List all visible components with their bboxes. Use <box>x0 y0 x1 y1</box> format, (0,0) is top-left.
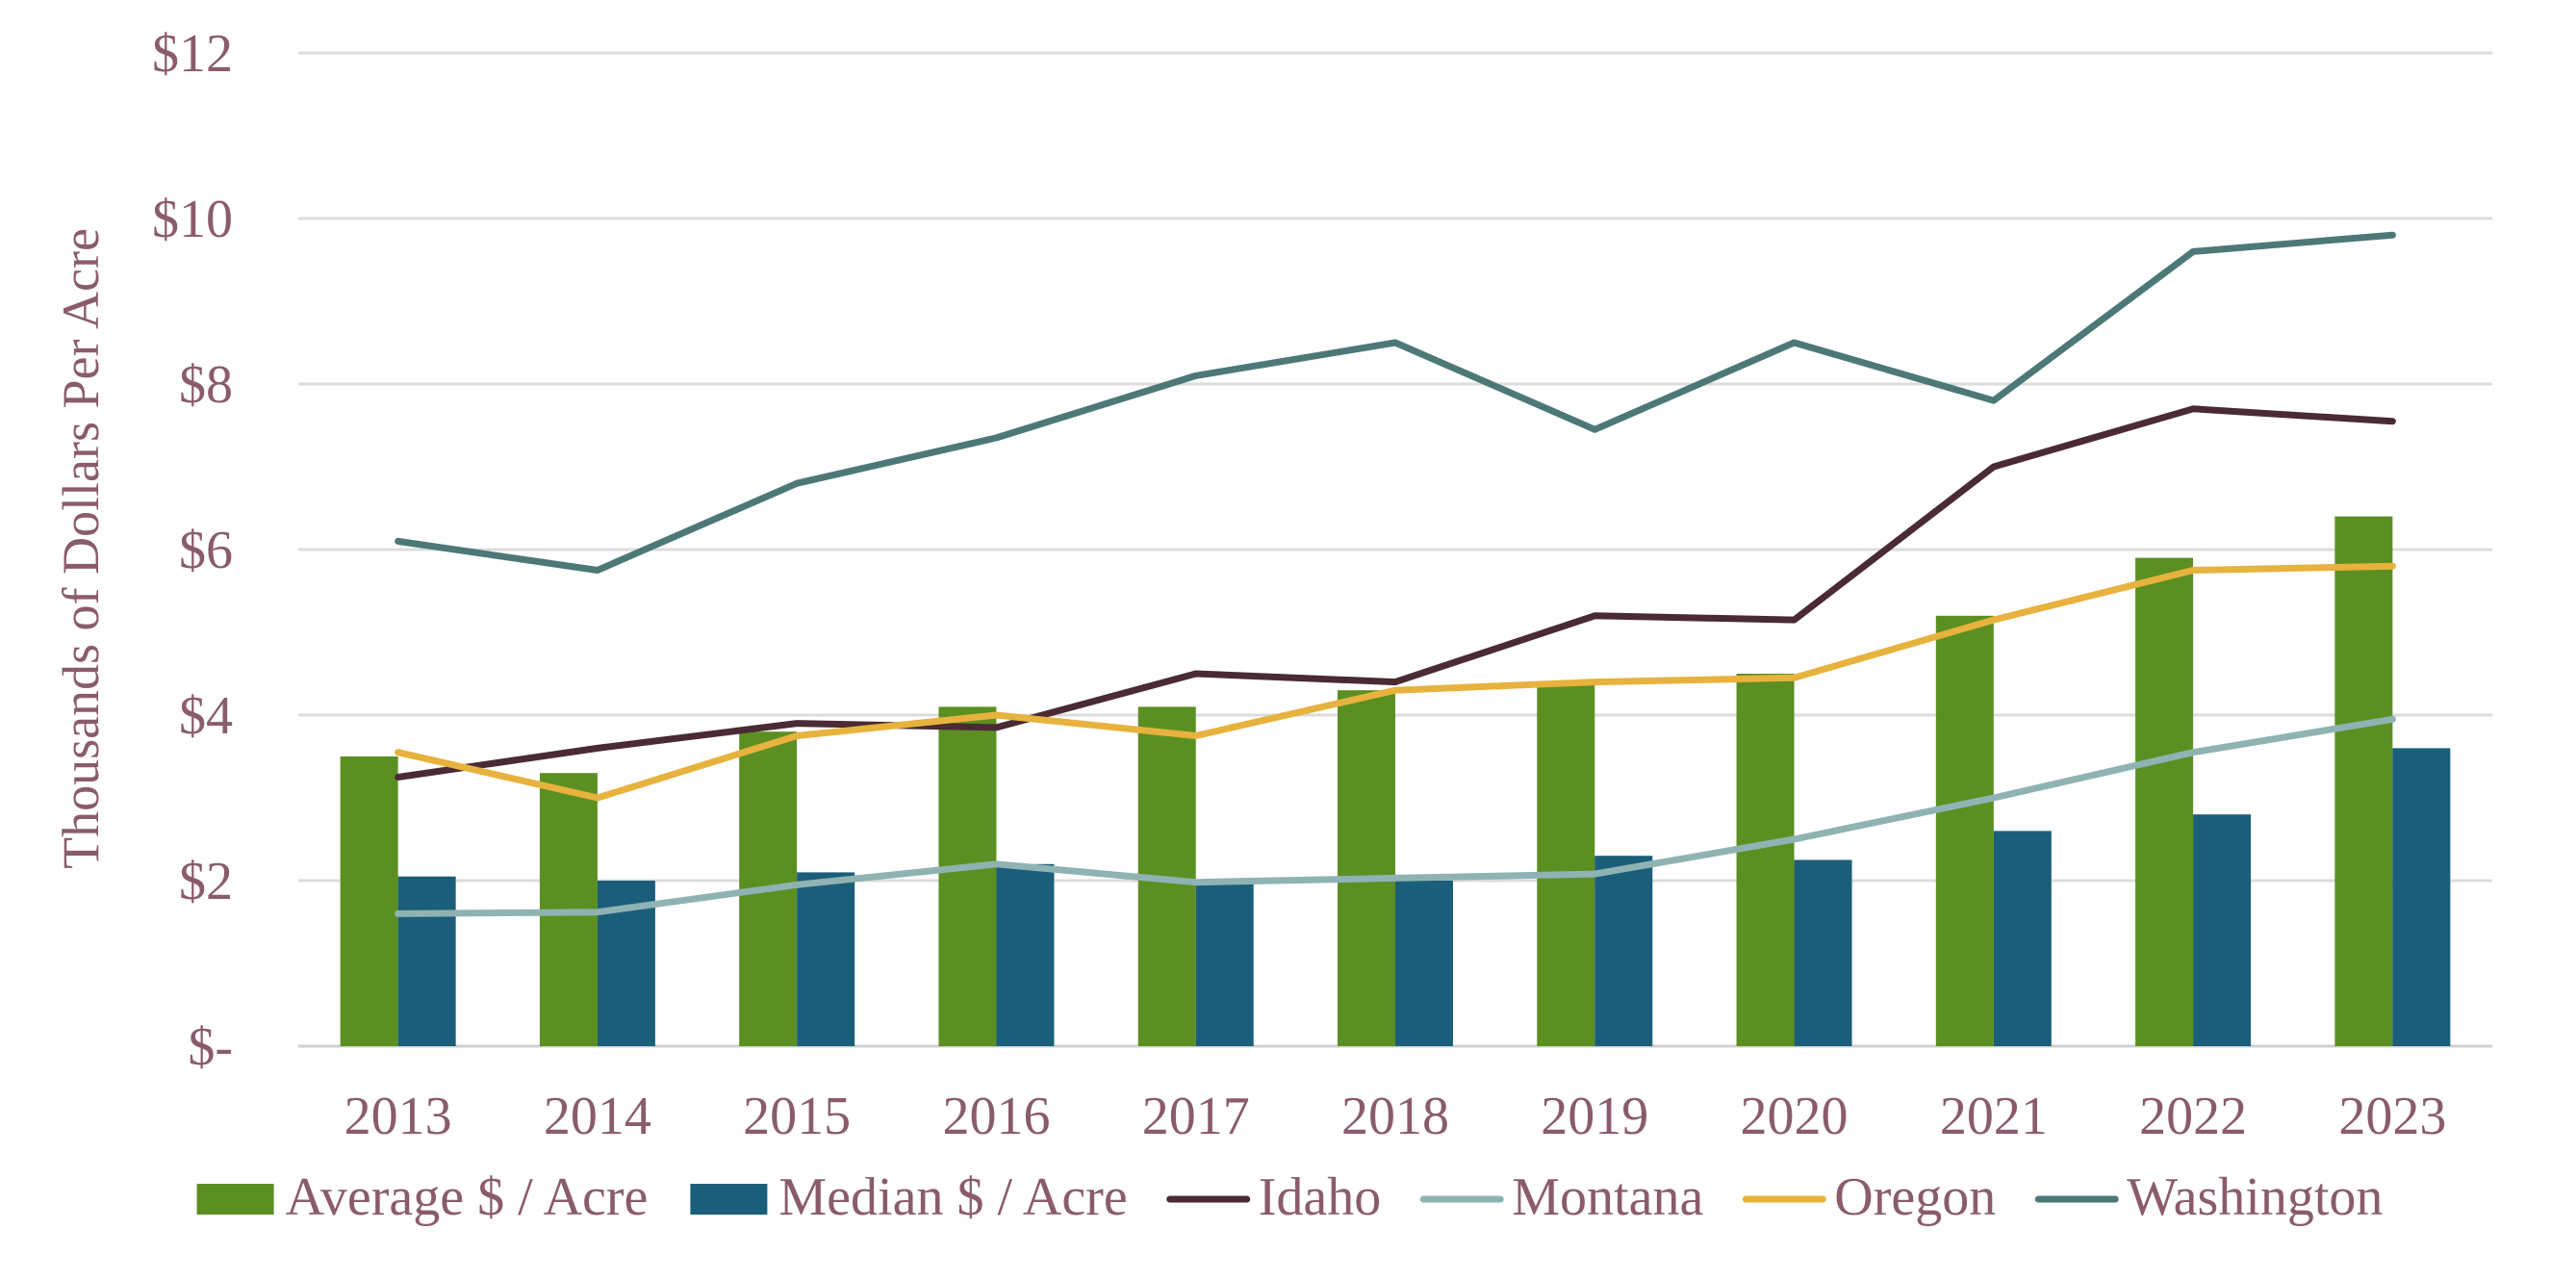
y-tick-label: $10 <box>152 190 233 249</box>
y-tick-label: $8 <box>179 355 233 415</box>
legend-item-median-acre: Median $ / Acre <box>690 1167 1128 1227</box>
legend-label: Montana <box>1512 1167 1703 1227</box>
x-tick-label: 2017 <box>1142 1087 1250 1146</box>
bar-median <box>1195 881 1254 1046</box>
bar-average <box>2135 557 2194 1046</box>
x-tick-label: 2019 <box>1541 1087 1648 1146</box>
legend-label: Median $ / Acre <box>778 1167 1127 1227</box>
bar-average <box>1537 681 1595 1046</box>
legend-swatch <box>690 1184 768 1215</box>
legend-label: Oregon <box>1834 1167 1996 1227</box>
line-idaho <box>395 405 2396 781</box>
y-tick-label: $- <box>188 1017 233 1077</box>
x-tick-label: 2020 <box>1741 1087 1849 1146</box>
y-axis-ticks: $- $2 $4 $6 $8 $10 $12 <box>152 24 233 1077</box>
x-tick-label: 2016 <box>942 1087 1050 1146</box>
y-tick-label: $4 <box>179 686 233 746</box>
x-tick-label: 2018 <box>1341 1087 1449 1146</box>
bar-median <box>1794 859 1852 1046</box>
bar-average <box>1338 690 1395 1046</box>
y-tick-label: $2 <box>179 852 233 911</box>
x-tick-label: 2015 <box>743 1087 851 1146</box>
bar-median <box>797 872 855 1046</box>
x-tick-label: 2022 <box>2139 1087 2247 1146</box>
bar-median <box>2392 748 2451 1046</box>
legend-swatch <box>196 1184 274 1215</box>
line-washington <box>395 231 2396 574</box>
bar-median <box>996 863 1055 1046</box>
y-axis-title: Thousands of Dollars Per Acre <box>52 228 110 869</box>
bar-average <box>938 706 997 1046</box>
lines <box>395 231 2396 917</box>
line-montana <box>395 715 2396 917</box>
legend-item-montana: Montana <box>1419 1167 1703 1227</box>
y-tick-label: $12 <box>152 24 233 84</box>
bar-median <box>397 876 456 1046</box>
bar-average <box>1935 615 1994 1046</box>
x-tick-label: 2021 <box>1940 1087 2048 1146</box>
line-oregon <box>395 562 2396 802</box>
legend-item-average-acre: Average $ / Acre <box>196 1167 649 1227</box>
legend-item-washington: Washington <box>2034 1167 2383 1227</box>
bar-average <box>340 756 398 1046</box>
bar-average <box>2334 516 2393 1046</box>
x-tick-label: 2023 <box>2338 1087 2446 1146</box>
legend-item-oregon: Oregon <box>1742 1167 1996 1227</box>
bar-median <box>2193 814 2252 1046</box>
x-axis-ticks: 2013 2014 2015 2016 2017 2018 2019 2020 2021 2022… <box>344 1087 2447 1146</box>
bars <box>340 516 2451 1046</box>
bar-median <box>1594 856 1653 1046</box>
legend-item-idaho: Idaho <box>1166 1167 1382 1227</box>
x-tick-label: 2014 <box>544 1087 651 1146</box>
legend-label: Idaho <box>1259 1167 1382 1227</box>
bar-median <box>1993 831 2052 1046</box>
x-tick-label: 2013 <box>344 1087 452 1146</box>
legend: Average $ / Acre Median $ / Acre Idaho Mont… <box>196 1167 2383 1227</box>
legend-label: Average $ / Acre <box>286 1167 649 1227</box>
bar-median <box>1395 881 1453 1046</box>
bar-average <box>1736 674 1795 1046</box>
legend-label: Washington <box>2127 1167 2383 1227</box>
y-tick-label: $6 <box>179 521 233 580</box>
